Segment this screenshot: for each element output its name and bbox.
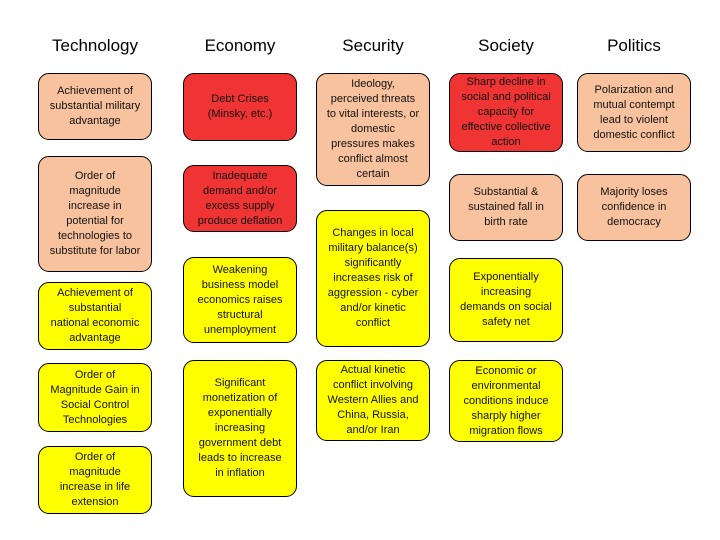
risk-box: Majority loses confidence in democracy bbox=[577, 174, 691, 241]
risk-box: Weakening business model economics raise… bbox=[183, 257, 297, 343]
risk-box: Achievement of substantial military adva… bbox=[38, 73, 152, 140]
column-title: Technology bbox=[51, 36, 138, 55]
risk-box: Order of Magnitude Gain in Social Contro… bbox=[38, 363, 152, 432]
column-title: Society bbox=[478, 36, 534, 55]
risk-box: Achievement of substantial national econ… bbox=[38, 282, 152, 350]
risk-box: Economic or environmental conditions ind… bbox=[449, 360, 563, 442]
risk-box: Ideology, perceived threats to vital int… bbox=[316, 73, 430, 186]
risk-box: Inadequate demand and/or excess supply p… bbox=[183, 165, 297, 232]
risk-box: Significant monetization of exponentiall… bbox=[183, 360, 297, 497]
column-title: Politics bbox=[607, 36, 661, 55]
column-title: Security bbox=[342, 36, 404, 55]
risk-box: Exponentially increasing demands on soci… bbox=[449, 258, 563, 342]
risk-box: Changes in local military balance(s) sig… bbox=[316, 210, 430, 347]
risk-box: Order of magnitude increase in life exte… bbox=[38, 446, 152, 514]
risk-box: Substantial & sustained fall in birth ra… bbox=[449, 174, 563, 241]
risk-box: Actual kinetic conflict involving Wester… bbox=[316, 360, 430, 441]
risk-box: Order of magnitude increase in potential… bbox=[38, 156, 152, 272]
column-title: Economy bbox=[204, 36, 276, 55]
risk-box: Polarization and mutual contempt lead to… bbox=[577, 73, 691, 152]
risk-box: Sharp decline in social and political ca… bbox=[449, 73, 563, 152]
risk-box: Debt Crises (Minsky, etc.) bbox=[183, 73, 297, 141]
